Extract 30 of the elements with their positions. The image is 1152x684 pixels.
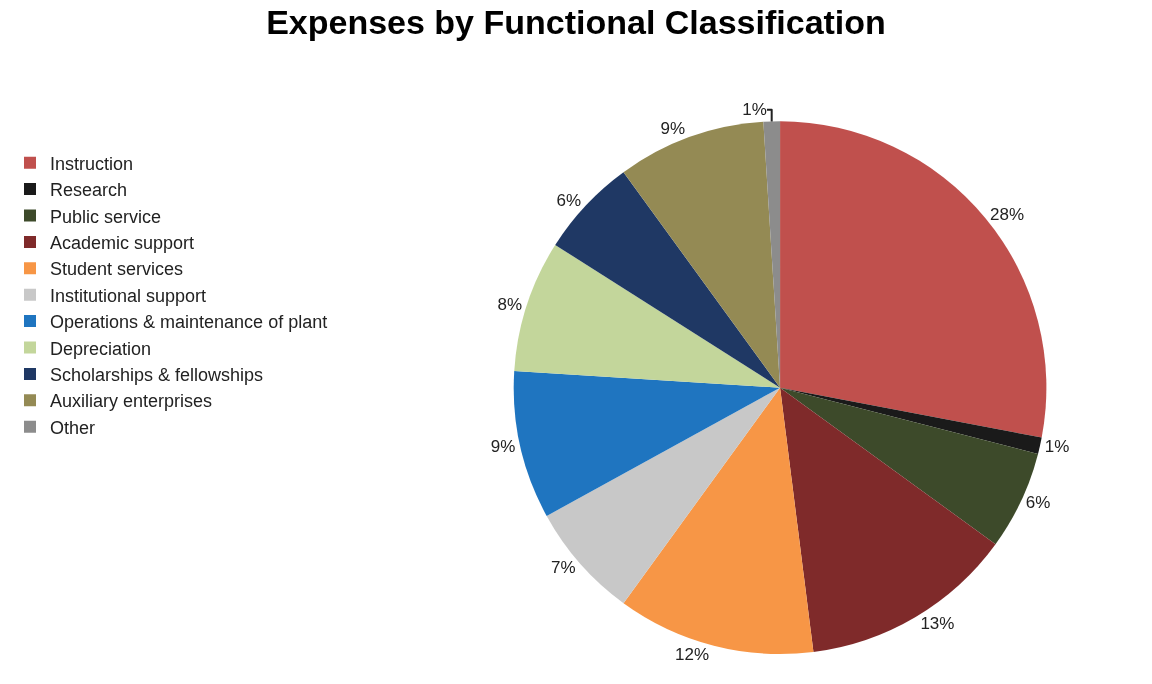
data-label: 7%	[550, 558, 576, 578]
pie-slice	[555, 172, 781, 388]
legend-label: Public service	[50, 206, 162, 227]
legend-label: Other	[50, 417, 96, 438]
data-label: 12%	[675, 645, 710, 665]
legend-label: Operations & maintenance of plant	[50, 312, 328, 333]
pie-slice	[780, 121, 1046, 438]
pie-slice	[623, 121, 781, 388]
data-label: 9%	[660, 119, 686, 139]
legend-label: Institutional support	[50, 285, 207, 306]
data-label: 9%	[490, 436, 516, 456]
pie-slice	[780, 387, 1042, 454]
data-label: 1%	[742, 100, 767, 120]
legend-label: Instruction	[50, 153, 134, 174]
legend-label: Scholarships & fellowships	[50, 364, 264, 385]
chart-title: Expenses by Functional Classification	[266, 3, 886, 42]
data-label: 8%	[497, 294, 523, 314]
pie-slice	[546, 387, 781, 604]
legend-label: Student services	[50, 259, 184, 280]
legend-label: Depreciation	[50, 338, 152, 359]
legend-label: Research	[50, 180, 128, 201]
pie-slice	[514, 370, 781, 516]
data-label: 28%	[990, 204, 1025, 224]
data-label: 13%	[920, 614, 955, 634]
data-label: 6%	[556, 191, 582, 211]
data-label: 1%	[1044, 436, 1070, 456]
legend-label: Auxiliary enterprises	[50, 391, 213, 412]
data-label: 6%	[1025, 493, 1051, 513]
pie-slice	[780, 387, 996, 652]
legend-label: Academic support	[50, 232, 195, 253]
